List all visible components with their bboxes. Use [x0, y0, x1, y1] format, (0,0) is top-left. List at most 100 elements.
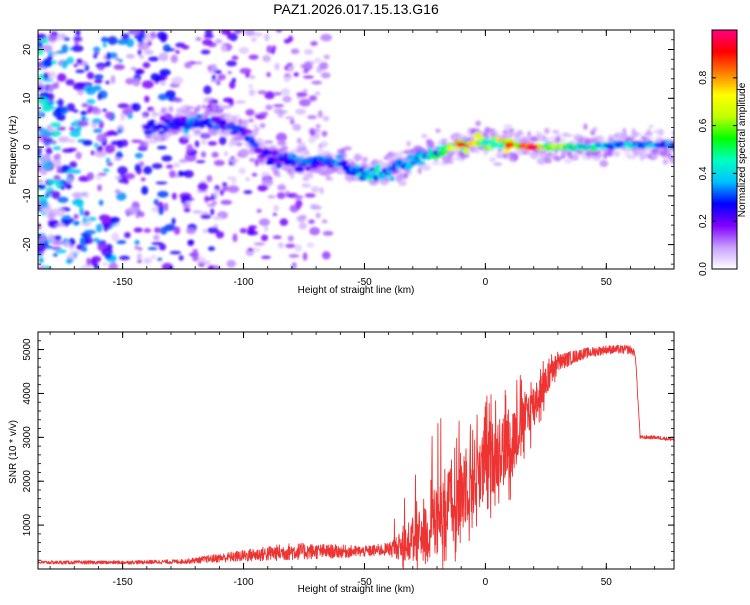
spectrogram-noise-blob [218, 136, 227, 146]
spectrogram-halo-blob [599, 159, 609, 168]
spectrogram-noise-blob [117, 140, 124, 149]
spectrogram-noise-blob [248, 88, 256, 97]
spectrogram-blobs [38, 30, 674, 269]
spectrogram-noise-blob [185, 200, 192, 205]
colorbar-tick-label: 0.6 [698, 118, 709, 132]
snr-background [38, 332, 674, 569]
spectrogram-noise-blob [290, 48, 300, 55]
spectrogram-noise-blob [260, 234, 269, 242]
spectrogram-noise-blob [214, 70, 222, 74]
spectrogram-noise-blob [248, 54, 259, 60]
spectrogram-noise-blob [137, 247, 143, 251]
spectrogram-ridge-blob [373, 174, 380, 182]
spectrogram-noise-blob [185, 227, 196, 235]
spectrogram-noise-blob [102, 108, 108, 112]
spectrogram-noise-blob [183, 207, 191, 213]
spectrogram-noise-blob [56, 165, 62, 172]
spectrogram-halo-blob [343, 146, 352, 151]
snr-y-ticks: 1000 2000 3000 4000 5000 [22, 331, 674, 570]
spectrogram-noise-blob [298, 98, 311, 107]
spectrogram-noise-blob [300, 64, 309, 69]
spectrogram-noise-blob [55, 235, 62, 241]
spectrogram-noise-blob [181, 44, 190, 50]
spectrogram-noise-blob [38, 111, 42, 117]
spectrogram-noise-blob [56, 73, 67, 82]
spectrogram-noise-blob [38, 43, 43, 48]
spectrogram-x-axis-label: Height of straight line (km) [298, 285, 415, 296]
spectrogram-noise-blob [217, 73, 226, 81]
spectrogram-halo-blob [242, 148, 248, 156]
spectrogram-noise-blob [238, 167, 246, 175]
spectrogram-halo-blob [544, 157, 553, 164]
spectrogram-noise-blob [175, 49, 180, 55]
spectrogram-ridge-blob [670, 142, 674, 148]
spectrogram-ridge-blob [273, 150, 279, 155]
spectrogram-noise-blob [85, 86, 97, 95]
spectrogram-halo-blob [168, 132, 174, 137]
spectrogram-noise-blob [118, 58, 123, 63]
spectrogram-noise-blob [120, 112, 125, 121]
spectrogram-halo-blob [302, 146, 307, 151]
spectrogram-noise-blob [194, 140, 200, 148]
spectrogram-noise-blob [284, 76, 294, 80]
spectrogram-halo-blob [444, 158, 454, 162]
spectrogram-halo-blob [632, 150, 639, 157]
spectrogram-halo-blob [406, 140, 411, 147]
spectrogram-noise-blob [284, 116, 295, 120]
spectrogram-noise-blob [102, 214, 111, 224]
spectrogram-halo-blob [671, 130, 674, 136]
spectrogram-noise-blob [75, 151, 82, 160]
spectrogram-halo-blob [483, 150, 488, 156]
spectrogram-noise-blob [220, 44, 227, 53]
spectrogram-noise-blob [260, 111, 269, 117]
spectrogram-halo-blob [502, 129, 509, 135]
spectrogram-noise-blob [294, 244, 303, 253]
spectrogram-halo-blob [161, 108, 166, 113]
spectrogram-noise-blob [223, 151, 229, 157]
spectrogram-noise-blob [46, 55, 53, 61]
spectrogram-noise-blob [231, 55, 239, 61]
colorbar-frame [711, 29, 738, 270]
spectrogram-noise-blob [264, 33, 270, 42]
spectrogram-noise-blob [164, 223, 176, 232]
spectrogram-y-ticks: -20 -10 0 10 20 [22, 29, 674, 265]
spectrogram-halo-blob [289, 173, 295, 180]
spectrogram-noise-blob [133, 34, 146, 40]
spectrogram-noise-blob [69, 218, 75, 223]
spectrogram-ridge-blob [262, 149, 273, 156]
spectrogram-noise-blob [286, 62, 293, 67]
spectrogram-noise-blob [144, 95, 150, 103]
spectrogram-noise-blob [38, 243, 46, 253]
spectrogram-noise-blob [126, 113, 133, 119]
snr-frame [37, 331, 675, 570]
spectrogram-noise-blob [211, 151, 219, 158]
spectrogram-halo-blob [392, 170, 400, 174]
spectrogram-noise-blob [131, 139, 143, 143]
spectrogram-halo-blob [513, 152, 519, 161]
spectrogram-noise-blob [75, 69, 85, 74]
spectrogram-noise-blob [130, 66, 137, 71]
spectrogram-noise-blob [131, 103, 141, 112]
spectrogram-noise-blob [171, 192, 177, 200]
spectrogram-noise-blob [275, 132, 287, 142]
x-tick-label: 0 [483, 277, 489, 288]
snr-panel: -150 -100 -50 0 50 1000 2000 3000 4000 5000 Heig… [8, 331, 675, 595]
spectrogram-noise-blob [81, 103, 89, 108]
spectrogram-noise-blob [263, 224, 269, 232]
spectrogram-noise-blob [257, 184, 268, 192]
spectrogram-noise-blob [311, 186, 320, 193]
x-tick-label: -50 [357, 277, 372, 288]
spectrogram-noise-blob [87, 216, 97, 222]
spectrogram-noise-blob [83, 210, 90, 217]
spectrogram-noise-blob [48, 85, 54, 93]
spectrogram-noise-blob [94, 78, 103, 84]
spectrogram-halo-blob [184, 106, 195, 110]
spectrogram-noise-blob [76, 58, 83, 65]
spectrogram-noise-blob [125, 54, 136, 59]
spectrogram-noise-blob [186, 144, 194, 153]
spectrogram-noise-blob [69, 129, 81, 138]
spectrogram-noise-blob [52, 146, 62, 151]
spectrogram-noise-blob [322, 115, 330, 122]
spectrogram-ridge-blob [181, 117, 188, 124]
spectrogram-halo-blob [281, 145, 289, 152]
